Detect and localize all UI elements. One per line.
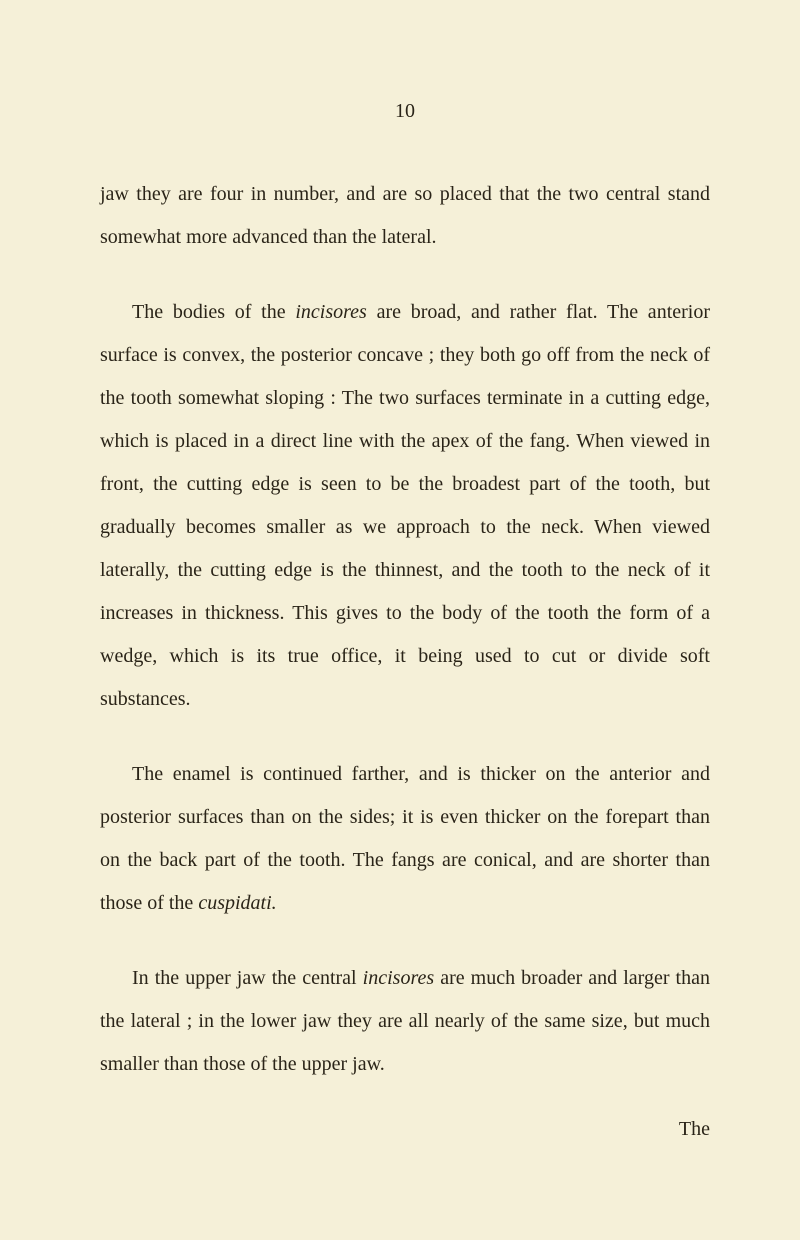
paragraph-2-part1: The bodies of the xyxy=(132,301,295,323)
paragraph-1-text: jaw they are four in number, and are so … xyxy=(100,183,710,248)
paragraph-2: The bodies of the incisores are broad, a… xyxy=(100,291,710,721)
paragraph-2-part2: are broad, and rather flat. The anterior… xyxy=(100,301,710,710)
catchword: The xyxy=(100,1118,710,1141)
paragraph-4: In the upper jaw the central incisores a… xyxy=(100,957,710,1086)
paragraph-3-italic1: cus­pidati. xyxy=(198,892,276,914)
page-container: 10 jaw they are four in number, and are … xyxy=(0,0,800,1240)
paragraph-3: The enamel is continued farther, and is … xyxy=(100,753,710,925)
paragraph-1: jaw they are four in number, and are so … xyxy=(100,173,710,259)
paragraph-3-part1: The enamel is continued farther, and is … xyxy=(100,763,710,914)
paragraph-2-italic1: incisores xyxy=(295,301,366,323)
paragraph-4-part1: In the upper jaw the central xyxy=(132,967,363,989)
paragraph-4-italic1: incisores xyxy=(363,967,434,989)
page-number: 10 xyxy=(100,100,710,123)
